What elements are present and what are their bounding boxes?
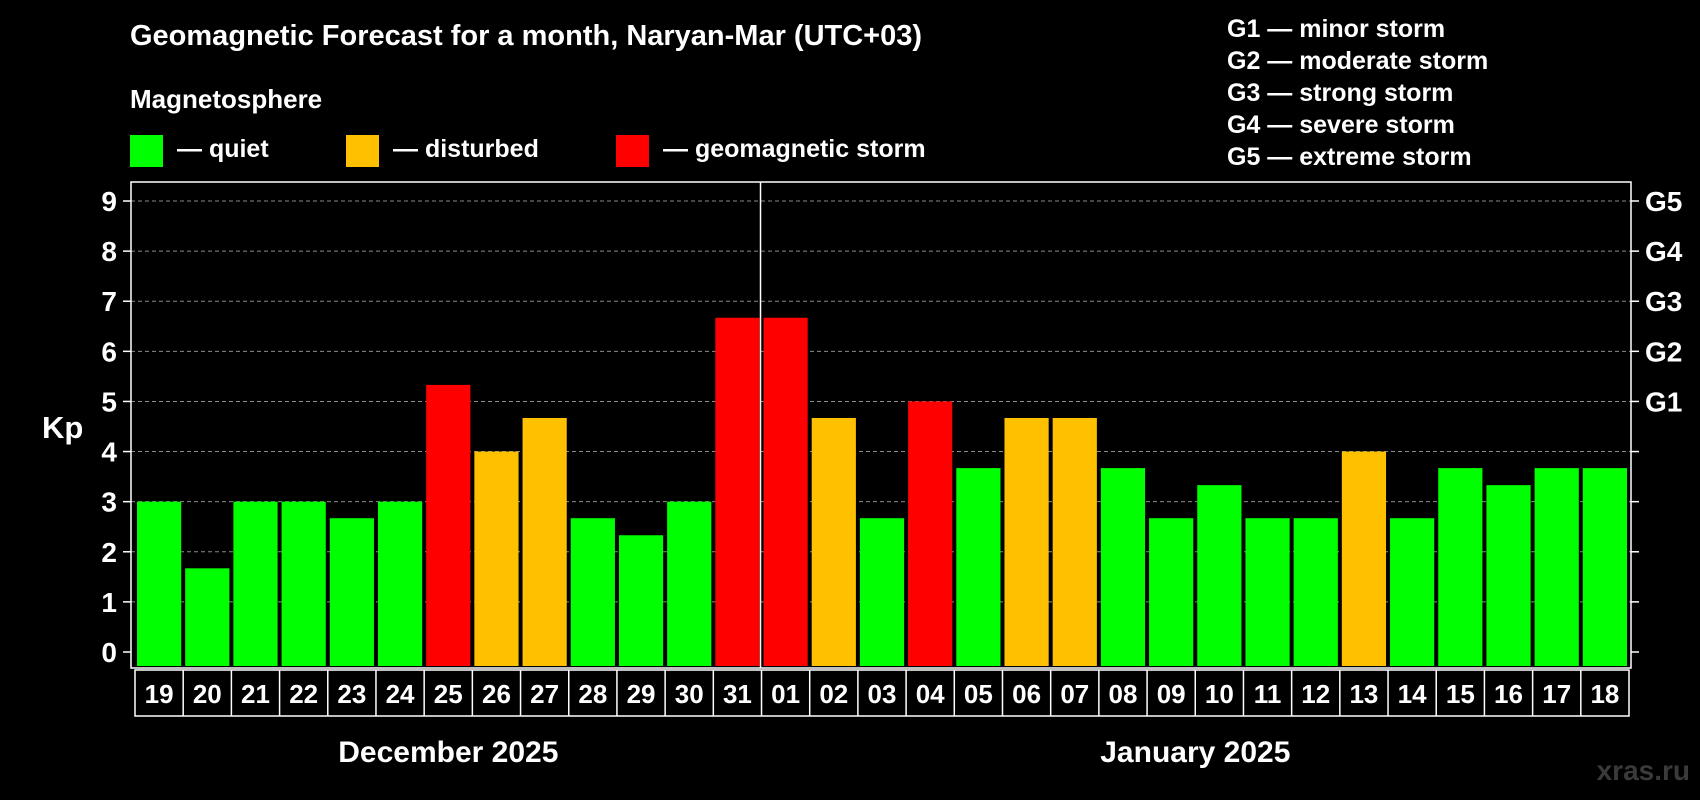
bar (1004, 417, 1049, 666)
bar (570, 518, 615, 666)
bar (522, 417, 567, 666)
day-label: 19 (145, 679, 174, 709)
day-label: 01 (771, 679, 800, 709)
y-tick-label: 5 (101, 386, 117, 417)
bar (1149, 518, 1194, 666)
y-tick-label: 8 (101, 236, 117, 267)
bar (1534, 468, 1579, 666)
day-label: 09 (1157, 679, 1186, 709)
bar (859, 518, 905, 666)
day-label: 26 (482, 679, 511, 709)
day-label: 04 (916, 679, 945, 709)
y-axis-label: Kp (42, 410, 84, 445)
bar (1197, 485, 1242, 666)
y-tick-label: 3 (101, 487, 117, 518)
day-label: 10 (1205, 679, 1234, 709)
bar (715, 317, 760, 666)
legend-label-quiet: — quiet (177, 135, 269, 163)
bar (1582, 468, 1627, 666)
day-label: 12 (1301, 679, 1330, 709)
day-label: 11 (1254, 679, 1282, 709)
day-label: 15 (1446, 679, 1475, 709)
legend-swatch-quiet (130, 135, 163, 167)
bar (763, 317, 808, 666)
bar (1052, 417, 1097, 666)
g-scale-label: G2 (1645, 336, 1682, 367)
bar (908, 401, 953, 666)
bar (1438, 468, 1483, 666)
g-scale-label: G3 (1645, 286, 1682, 317)
day-label: 08 (1109, 679, 1138, 709)
y-tick-label: 4 (101, 437, 117, 468)
day-label: 06 (1012, 679, 1041, 709)
day-label: 02 (819, 679, 848, 709)
bar (233, 501, 278, 666)
day-label: 13 (1349, 679, 1378, 709)
bar (1293, 518, 1338, 666)
day-label: 14 (1398, 679, 1427, 709)
bar (137, 501, 182, 666)
chart-title: Geomagnetic Forecast for a month, Naryan… (130, 20, 923, 52)
day-label: 23 (337, 679, 366, 709)
bar (281, 501, 326, 666)
day-label: 30 (675, 679, 704, 709)
storm-scale-g3: G3 — strong storm (1227, 79, 1454, 107)
day-label: 07 (1060, 679, 1089, 709)
day-label: 21 (241, 679, 270, 709)
y-tick-label: 7 (101, 286, 117, 317)
bar (1100, 468, 1146, 666)
storm-scale-g5: G5 — extreme storm (1227, 143, 1472, 171)
day-label-strip (134, 669, 1630, 717)
day-label: 05 (964, 679, 993, 709)
g-scale-label: G5 (1645, 186, 1682, 217)
bar (1486, 485, 1531, 666)
bar (667, 501, 712, 666)
y-tick-label: 2 (101, 537, 117, 568)
storm-scale-g1: G1 — minor storm (1227, 15, 1446, 43)
g-scale-label: G4 (1645, 236, 1683, 267)
bar (474, 451, 519, 666)
storm-scale-list: G1 — minor storm G2 — moderate storm G3 … (1227, 13, 1488, 173)
day-label: 28 (578, 679, 607, 709)
site-credit: xras.ru (1596, 755, 1690, 786)
bar (811, 417, 856, 666)
bar (426, 384, 471, 666)
plot-frame (130, 181, 1632, 669)
storm-scale-g4: G4 — severe storm (1227, 111, 1455, 139)
storm-scale-g2: G2 — moderate storm (1227, 47, 1489, 75)
y-tick-label: 0 (101, 637, 117, 668)
day-label: 25 (434, 679, 463, 709)
y-tick-label: 1 (101, 587, 117, 618)
legend-swatch-disturbed (346, 135, 379, 167)
g-scale-label: G1 (1645, 386, 1682, 417)
legend-label-storm: — geomagnetic storm (663, 135, 926, 163)
legend-heading: Magnetosphere (130, 84, 323, 114)
legend-label-disturbed: — disturbed (393, 135, 539, 163)
legend-swatch-storm (616, 135, 649, 167)
day-label: 24 (386, 679, 415, 709)
bar (329, 518, 374, 666)
y-tick-label: 6 (101, 336, 117, 367)
y-tick-label: 9 (101, 186, 117, 217)
bar (185, 568, 230, 666)
day-label: 18 (1590, 679, 1619, 709)
day-label: 16 (1494, 679, 1523, 709)
month-label-january: January 2025 (1100, 736, 1291, 769)
day-label: 29 (627, 679, 656, 709)
day-label: 03 (868, 679, 897, 709)
bar (1390, 518, 1435, 666)
bar (956, 468, 1001, 666)
bar (618, 535, 664, 666)
day-label: 22 (289, 679, 318, 709)
day-label: 17 (1542, 679, 1571, 709)
day-label: 31 (723, 679, 752, 709)
bar (377, 501, 423, 666)
month-label-december: December 2025 (338, 736, 559, 769)
bar (1341, 451, 1387, 666)
bar (1245, 518, 1290, 666)
day-label: 20 (193, 679, 222, 709)
day-label: 27 (530, 679, 559, 709)
